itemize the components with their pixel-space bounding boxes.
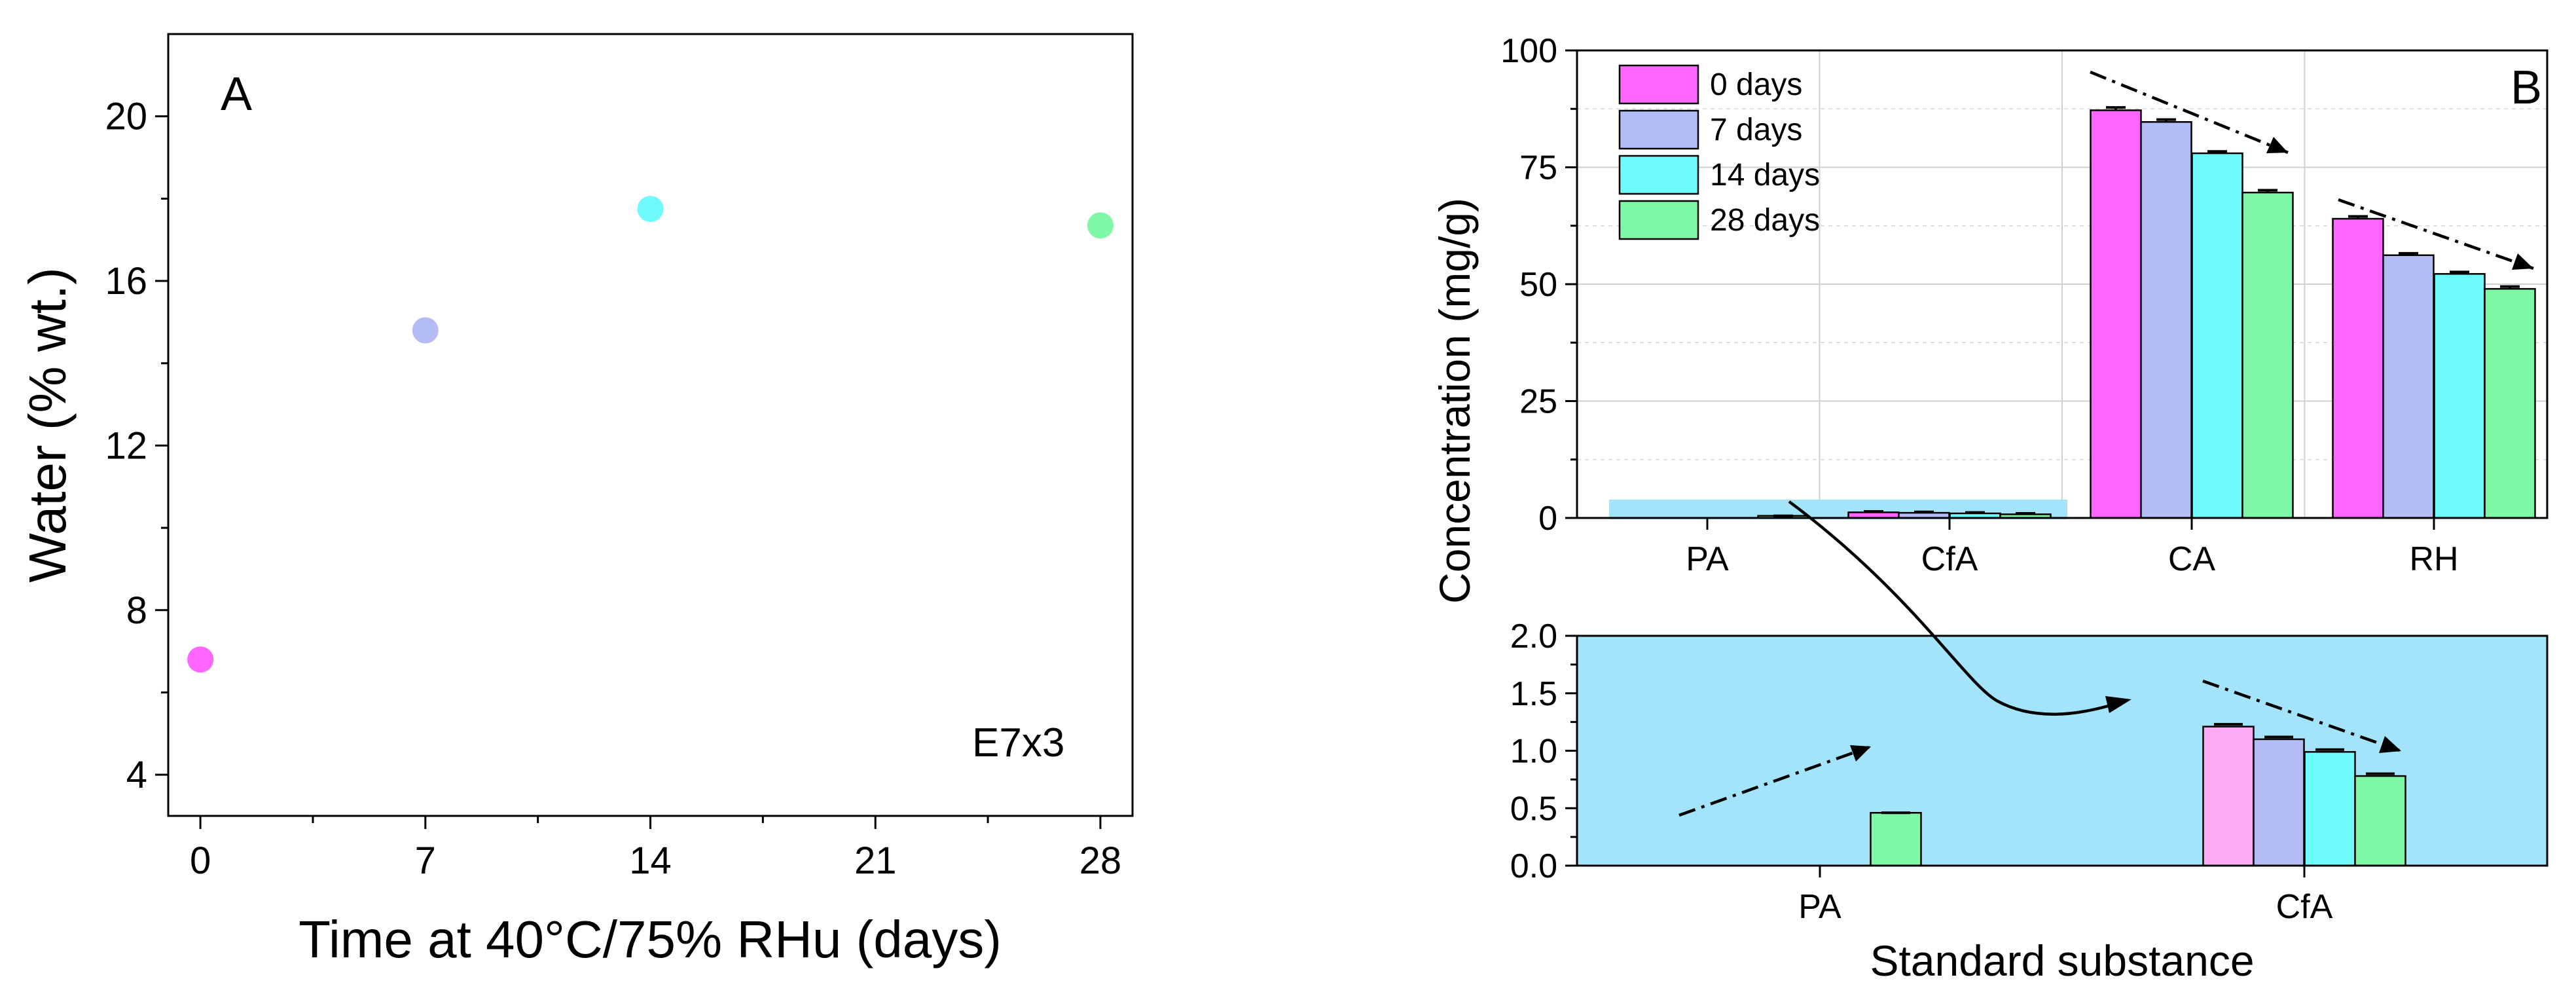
zoom-connector-arrow [1788,500,2114,716]
x-tick-label: 21 [854,839,897,882]
x-tick-label: PA [1686,540,1729,578]
panel-a-frame [167,33,1134,817]
panel-a-ticks: 0 7 14 21 28 4 8 12 16 20 [105,96,1121,882]
panel-a-ylabel: Water (% wt.) [18,267,77,582]
y-tick-label: 0 [1538,500,1557,538]
inset-ticks: 0.0 0.5 1.0 1.5 2.0 PA CfA [1510,617,2333,926]
panel-a-label: A [221,68,252,120]
bar [2433,273,2486,519]
legend-swatch [1618,155,1699,195]
bar [2202,726,2255,867]
y-tick-label: 1.0 [1510,733,1557,771]
legend-label: 28 days [1710,203,1820,238]
y-tick-label: 75 [1519,149,1557,187]
panel-b: 0 25 50 75 100 PA CfA CA RH B Concentration (mg/… [1430,32,2549,604]
inset-xlabel: Standard substance [1870,936,2254,985]
panel-b-inset: 0.0 0.5 1.0 1.5 2.0 PA CfA Standard substance [1510,500,2549,985]
panel-b-bars [1757,106,2536,519]
data-point [1087,212,1114,239]
panel-a-xlabel: Time at 40°C/75% RHu (days) [299,910,1002,968]
trend-arrowhead-rh [2512,253,2533,270]
bar [2253,738,2305,867]
y-tick-label: 20 [105,96,147,138]
trend-arrowhead-ca [2266,137,2288,153]
x-tick-label: CfA [2276,888,2333,926]
trend-arrow-pa [1678,745,1870,817]
bar [2090,109,2142,519]
panel-a: 0 7 14 21 28 4 8 12 16 20 A E7x3 Time at 40°C/75%… [18,33,1134,968]
y-tick-label: 25 [1519,383,1557,421]
panel-b-legend: 0 days 7 days 14 days 28 days [1618,64,1820,240]
legend-label: 0 days [1710,67,1802,102]
panel-b-ticks: 0 25 50 75 100 PA CfA CA RH [1500,32,2458,578]
bar [2332,217,2384,519]
trend-arrow-ca [2090,70,2289,155]
zoom-connector-arrowhead [2105,696,2132,713]
y-tick-label: 4 [126,754,147,796]
x-tick-label: 7 [415,839,436,882]
bar [2241,191,2294,519]
x-tick-label: 0 [190,839,211,882]
panel-a-annotation: E7x3 [972,720,1064,765]
data-point [637,196,664,223]
bar [2382,254,2435,519]
x-tick-label: 28 [1079,839,1122,882]
trend-arrow-rh [2338,198,2534,270]
y-tick-label: 8 [126,589,147,632]
data-point [412,317,439,344]
trend-arrowhead-pa [1850,745,1871,762]
legend-label: 14 days [1710,158,1820,193]
inset-bars [1870,723,2406,867]
y-tick-label: 100 [1500,32,1557,70]
bar [2304,751,2356,867]
x-tick-label: 14 [629,839,672,882]
x-tick-label: CA [2168,540,2216,578]
bar [1870,812,1922,867]
legend-swatch [1618,200,1699,240]
bar [2484,287,2536,519]
x-tick-label: PA [1798,888,1841,926]
panel-a-points [187,196,1114,673]
y-tick-label: 50 [1519,266,1557,304]
y-tick-label: 12 [105,424,147,467]
y-tick-label: 16 [105,260,147,303]
legend-swatch [1618,109,1699,150]
trend-arrowhead-cfa [2379,736,2401,753]
panel-b-label: B [2511,62,2542,114]
y-tick-label: 0.0 [1510,847,1557,885]
legend-label: 7 days [1710,113,1802,147]
trend-arrow-cfa [2202,679,2400,752]
y-tick-label: 1.5 [1510,675,1557,713]
y-tick-label: 2.0 [1510,617,1557,655]
data-point [187,646,214,673]
bar [2354,775,2406,867]
x-tick-label: RH [2409,540,2458,578]
legend-swatch [1618,64,1699,105]
x-tick-label: CfA [1921,540,1978,578]
y-tick-label: 0.5 [1510,790,1557,828]
bar [2191,152,2243,519]
bar [2140,120,2192,519]
panel-b-ylabel: Concentration (mg/g) [1430,198,1479,604]
